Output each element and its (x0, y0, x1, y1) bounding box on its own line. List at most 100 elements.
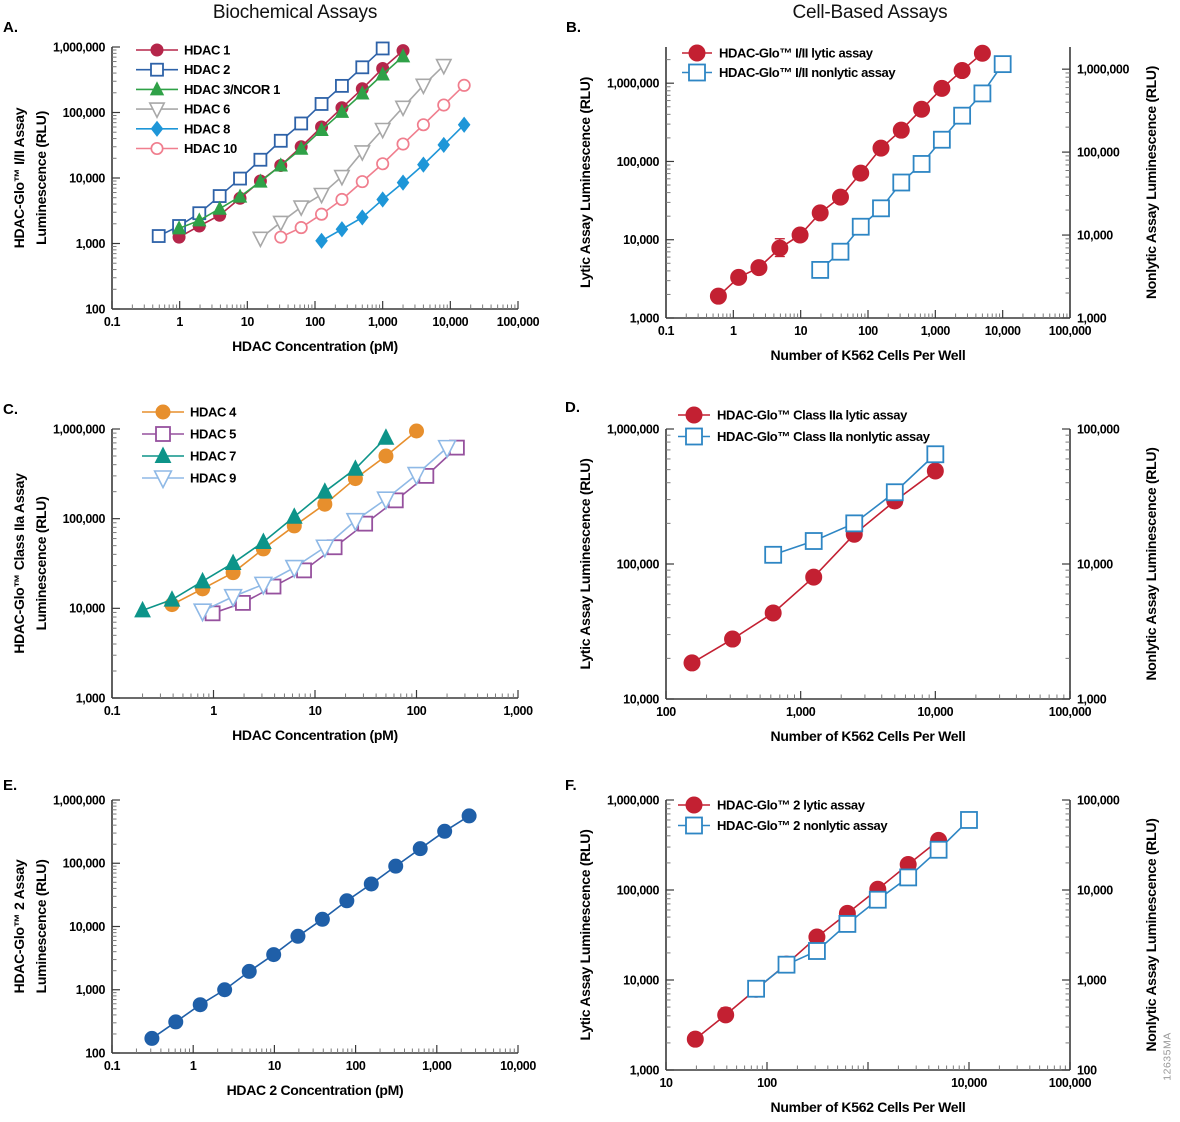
marker-square-open (233, 171, 247, 186)
marker-circle-open (457, 78, 471, 92)
marker-square-open (685, 427, 703, 446)
marker-circle-filled (685, 796, 703, 814)
marker-circle-filled (217, 982, 233, 998)
legend-label: HDAC 7 (190, 449, 236, 464)
marker-triangle-up-filled (212, 200, 227, 215)
marker-circle-filled (953, 62, 971, 80)
y-axis-title: HDAC-Glo™ I/II Assay (11, 107, 27, 248)
marker-diamond-filled (417, 156, 430, 173)
y-tick-label: 100 (85, 302, 105, 316)
marker-circle-filled (730, 268, 748, 286)
y-tick-label: 100 (85, 1046, 105, 1060)
x-tick-label: 1,000 (921, 324, 951, 338)
y-tick-label: 100,000 (617, 883, 660, 897)
marker-square-open (747, 979, 766, 998)
series-hdac-7 (134, 428, 395, 618)
legend-label: HDAC-Glo™ 2 nonlytic assay (717, 818, 888, 833)
marker-triangle-up-filled (273, 157, 288, 172)
y-tick-label: 1,000,000 (607, 422, 659, 436)
marker-triangle-up-filled (171, 220, 187, 235)
marker-circle-filled (771, 239, 789, 257)
y-right-tick-label: 1,000 (1077, 692, 1107, 706)
marker-triangle-down-open (414, 78, 432, 96)
marker-triangle-up-filled (375, 66, 390, 81)
y-tick-label: 10,000 (69, 602, 105, 616)
y-axis-title: Luminescence (RLU) (33, 860, 49, 994)
marker-triangle-down-open (253, 576, 274, 596)
marker-triangle-up-filled (377, 428, 395, 445)
y-axis-title: HDAC-Glo™ 2 Assay (11, 859, 27, 993)
panel-root: D. 100 1,000 10,000 100,000 Number of K562 Ce… (565, 399, 1159, 744)
marker-circle-open (150, 141, 164, 156)
marker-square-open (335, 78, 349, 93)
marker-triangle-up-filled (285, 507, 303, 524)
series-hdac-6 (251, 58, 453, 249)
series-hdac-9 (192, 439, 457, 623)
marker-square-open (912, 155, 931, 173)
panel-B: B. 0.1 1 10 100 1,000 10,000 100,000 Number of K… (560, 0, 1180, 385)
x-tick-label: 10 (241, 315, 255, 329)
x-tick-label: 10,000 (985, 324, 1021, 338)
marker-circle-filled (144, 1030, 160, 1046)
marker-circle-filled (750, 259, 768, 277)
x-axis-title: Number of K562 Cells Per Well (771, 1099, 966, 1115)
marker-circle-filled (688, 44, 706, 62)
marker-diamond-filled (457, 116, 471, 133)
y-right-tick-label: 1,000,000 (1077, 62, 1129, 76)
legend: HDAC-Glo™ 2 lytic assay HDAC-Glo™ 2 nonly… (678, 796, 889, 835)
x-tick-label: 10 (659, 1076, 673, 1090)
x-tick-label: 100,000 (1049, 1076, 1092, 1090)
series-line (280, 84, 465, 238)
marker-square-open (375, 41, 390, 56)
legend-label: HDAC 3/NCOR 1 (184, 82, 280, 97)
marker-triangle-down-open (148, 102, 166, 119)
series-hdac-glo-i-ii-nonlytic-assay (811, 55, 1012, 279)
x-tick-label: 10 (268, 1059, 282, 1073)
series-hdac-8 (315, 116, 471, 249)
marker-triangle-up-filled (192, 212, 207, 227)
legend-label: HDAC-Glo™ Class IIa nonlytic assay (717, 429, 931, 444)
marker-circle-filled (811, 204, 829, 222)
x-tick-label: 1 (210, 704, 217, 718)
marker-circle-open (437, 98, 451, 112)
marker-circle-filled (314, 911, 330, 927)
panel-F: F. 10 100 10,000 100,000 Number of K562 Cells… (560, 760, 1180, 1122)
legend-label: HDAC-Glo™ I/II lytic assay (719, 46, 874, 61)
legend-label: HDAC 6 (184, 102, 230, 117)
marker-square-open (899, 868, 918, 887)
x-tick-label: 10,000 (917, 705, 953, 719)
x-tick-label: 100 (858, 324, 878, 338)
panel-letter: D. (565, 399, 580, 416)
x-tick-label: 100 (656, 705, 676, 719)
marker-square-open (872, 199, 890, 218)
marker-triangle-up-filled (346, 459, 364, 476)
y-right-tick-label: 100,000 (1077, 145, 1120, 159)
x-tick-label: 1,000 (786, 705, 816, 719)
x-tick-label: 100 (305, 315, 325, 329)
marker-circle-filled (791, 226, 809, 244)
panel-root: F. 10 100 10,000 100,000 Number of K562 Cells… (565, 777, 1159, 1115)
x-tick-label: 100,000 (497, 315, 540, 329)
marker-diamond-filled (376, 191, 389, 208)
y-tick-label: 1,000 (630, 311, 660, 325)
series-line (819, 63, 1004, 271)
marker-circle-open (376, 157, 390, 171)
marker-triangle-up-filled (316, 482, 334, 499)
marker-circle-filled (150, 43, 164, 57)
marker-circle-filled (973, 44, 991, 62)
x-tick-label: 10,000 (500, 1059, 536, 1073)
panel-root: B. 0.1 1 10 100 1,000 10,000 100,000 Number of K… (566, 19, 1159, 363)
x-tick-label: 100 (757, 1076, 777, 1090)
marker-triangle-down-open (192, 603, 213, 623)
marker-square-open (953, 106, 972, 125)
marker-diamond-filled (355, 209, 369, 226)
panel-letter: A. (3, 19, 18, 36)
marker-triangle-down-open (345, 512, 366, 532)
marker-circle-filled (437, 823, 453, 839)
y-right-tick-label: 1,000 (1077, 973, 1107, 987)
panel-D: D. 100 1,000 10,000 100,000 Number of K562 Ce… (560, 380, 1180, 765)
x-tick-label: 0.1 (104, 704, 121, 718)
x-tick-label: 10,000 (432, 315, 468, 329)
marker-square-open (235, 594, 251, 611)
marker-triangle-up-filled (293, 140, 309, 155)
